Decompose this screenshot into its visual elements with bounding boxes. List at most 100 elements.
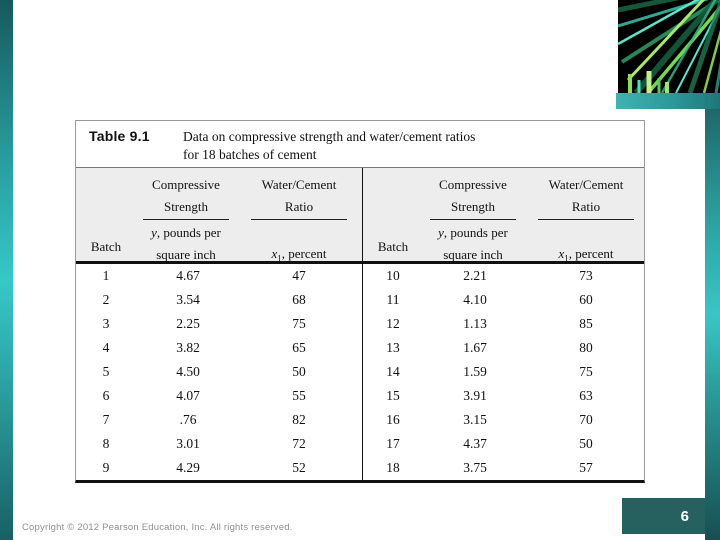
table-row: 4 3.82 65 — [76, 336, 362, 360]
ratio-cell: 70 — [579, 412, 593, 427]
batch-cell: 16 — [386, 412, 400, 427]
ratio-variable-subscript: 1 — [564, 253, 569, 264]
ratio-cell: 65 — [292, 340, 306, 355]
strength-header-rule — [143, 219, 229, 220]
ratio-cell: 80 — [579, 340, 593, 355]
batch-cell: 18 — [386, 460, 400, 475]
strength-header-line1: Compressive — [439, 177, 507, 192]
table-header-row: Batch Compressive Strength y, pounds per… — [76, 168, 644, 264]
strength-cell: 2.25 — [176, 316, 200, 331]
table-row: 14 1.59 75 — [363, 360, 644, 384]
ratio-cell: 75 — [292, 316, 306, 331]
table-label: Table 9.1 — [89, 128, 150, 144]
strength-header-line1: Compressive — [152, 177, 220, 192]
table-caption: Data on compressive strength and water/c… — [183, 128, 475, 164]
ratio-cell: 50 — [292, 364, 306, 379]
batch-cell: 13 — [386, 340, 400, 355]
strength-cell: 4.67 — [176, 268, 200, 283]
table-row: 2 3.54 68 — [76, 288, 362, 312]
batch-cell: 1 — [102, 268, 110, 283]
ratio-cell: 50 — [579, 436, 593, 451]
strength-header-units2: square inch — [443, 247, 503, 262]
ratio-header-line2: Ratio — [571, 199, 601, 214]
table-row: 9 4.29 52 — [76, 456, 362, 480]
strength-cell: 3.15 — [463, 412, 487, 427]
strength-cell: 3.75 — [463, 460, 487, 475]
table-row: 5 4.50 50 — [76, 360, 362, 384]
strength-cell: 1.67 — [463, 340, 487, 355]
table-body-left: 1 4.67 47 2 3.54 68 3 2.25 75 4 3.82 65 5 4.50 50 6 4.07… — [76, 264, 362, 480]
batch-cell: 9 — [102, 460, 110, 475]
strength-cell: 1.59 — [463, 364, 487, 379]
table-body: 1 4.67 47 2 3.54 68 3 2.25 75 4 3.82 65 5 4.50 50 6 4.07… — [76, 264, 644, 480]
table-row: 6 4.07 55 — [76, 384, 362, 408]
strength-units-rest: , pounds per — [156, 225, 221, 240]
batch-cell: 3 — [102, 316, 110, 331]
strength-cell: 4.10 — [463, 292, 487, 307]
strength-cell: 3.54 — [176, 292, 200, 307]
table-row: 13 1.67 80 — [363, 336, 644, 360]
ratio-units-rest: , percent — [568, 246, 614, 261]
ratio-cell: 85 — [579, 316, 593, 331]
strength-cell: 2.21 — [463, 268, 487, 283]
ratio-header-rule — [251, 219, 347, 220]
ratio-header-units: x1, percent — [527, 243, 645, 270]
column-header-ratio: Water/Cement Ratio x1, percent — [240, 174, 358, 270]
batch-cell: 5 — [102, 364, 110, 379]
table-body-right: 10 2.21 73 11 4.10 60 12 1.13 85 13 1.67 80 14 1.59 75… — [362, 264, 644, 480]
data-table: Table 9.1 Data on compressive strength a… — [75, 120, 645, 483]
column-header-strength: Compressive Strength y, pounds per squar… — [419, 174, 527, 266]
strength-variable: y — [438, 225, 444, 240]
strength-header-units1: y, pounds per — [419, 222, 527, 244]
strength-cell: 4.29 — [176, 460, 200, 475]
strength-header-units1: y, pounds per — [132, 222, 240, 244]
ratio-header-spacer — [527, 222, 645, 243]
column-header-batch: Batch — [90, 239, 122, 254]
batch-cell: 2 — [102, 292, 110, 307]
table-row: 10 2.21 73 — [363, 264, 644, 288]
table-row: 1 4.67 47 — [76, 264, 362, 288]
batch-cell: 10 — [386, 268, 400, 283]
ratio-cell: 68 — [292, 292, 306, 307]
ratio-cell: 63 — [579, 388, 593, 403]
table-row: 15 3.91 63 — [363, 384, 644, 408]
strength-cell: 3.01 — [176, 436, 200, 451]
fiber-optic-streaks-graphic — [618, 0, 720, 93]
decorative-fiber-optic-image — [618, 0, 720, 93]
ratio-variable: x — [271, 246, 278, 261]
strength-header-line2: Strength — [163, 199, 209, 214]
strength-cell: 4.37 — [463, 436, 487, 451]
batch-cell: 15 — [386, 388, 400, 403]
copyright-text: Copyright © 2012 Pearson Education, Inc.… — [22, 522, 293, 533]
column-header-ratio: Water/Cement Ratio x1, percent — [527, 174, 645, 270]
ratio-header-line1: Water/Cement — [261, 177, 337, 192]
table-row: 12 1.13 85 — [363, 312, 644, 336]
strength-header-rule — [430, 219, 516, 220]
strength-cell: 4.07 — [176, 388, 200, 403]
right-accent-bar — [705, 109, 720, 540]
batch-cell: 7 — [102, 412, 110, 427]
strength-header-line2: Strength — [450, 199, 496, 214]
ratio-cell: 75 — [579, 364, 593, 379]
strength-header-units2: square inch — [156, 247, 216, 262]
table-header-right-half: Batch Compressive Strength y, pounds per… — [362, 168, 644, 264]
strength-cell: 3.82 — [176, 340, 200, 355]
ratio-cell: 82 — [292, 412, 306, 427]
table-row: 17 4.37 50 — [363, 432, 644, 456]
ratio-cell: 73 — [579, 268, 593, 283]
image-underline-bar — [616, 93, 720, 109]
ratio-variable: x — [558, 246, 565, 261]
ratio-header-units: x1, percent — [240, 243, 358, 270]
strength-cell: 1.13 — [463, 316, 487, 331]
ratio-cell: 55 — [292, 388, 306, 403]
table-caption-line1: Data on compressive strength and water/c… — [183, 129, 476, 144]
ratio-cell: 60 — [579, 292, 593, 307]
strength-cell: .76 — [179, 412, 197, 427]
ratio-cell: 47 — [292, 268, 306, 283]
batch-cell: 4 — [102, 340, 110, 355]
table-row: 7 .76 82 — [76, 408, 362, 432]
table-row: 8 3.01 72 — [76, 432, 362, 456]
table-row: 3 2.25 75 — [76, 312, 362, 336]
page-number-badge: 6 — [622, 498, 705, 534]
